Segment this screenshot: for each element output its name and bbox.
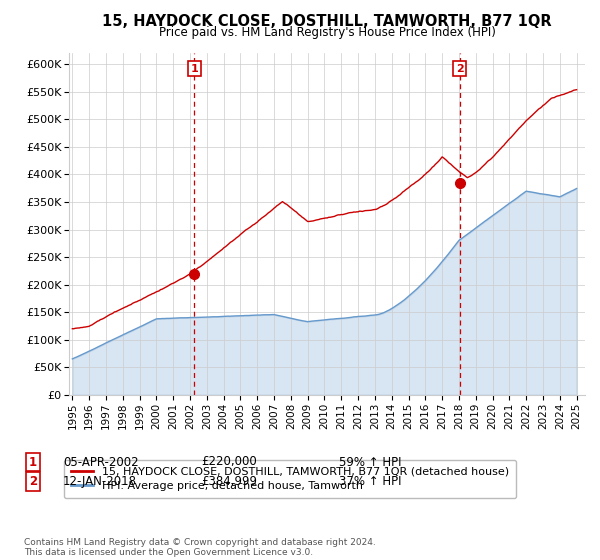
Text: 2: 2 bbox=[29, 475, 37, 488]
Text: 37% ↑ HPI: 37% ↑ HPI bbox=[339, 475, 401, 488]
Text: £384,999: £384,999 bbox=[201, 475, 257, 488]
Text: 15, HAYDOCK CLOSE, DOSTHILL, TAMWORTH, B77 1QR: 15, HAYDOCK CLOSE, DOSTHILL, TAMWORTH, B… bbox=[102, 14, 552, 29]
Text: £220,000: £220,000 bbox=[201, 455, 257, 469]
Text: 1: 1 bbox=[191, 64, 198, 73]
Text: Contains HM Land Registry data © Crown copyright and database right 2024.
This d: Contains HM Land Registry data © Crown c… bbox=[24, 538, 376, 557]
Text: 2: 2 bbox=[456, 64, 463, 73]
Text: 05-APR-2002: 05-APR-2002 bbox=[63, 455, 139, 469]
Text: 59% ↑ HPI: 59% ↑ HPI bbox=[339, 455, 401, 469]
Text: Price paid vs. HM Land Registry's House Price Index (HPI): Price paid vs. HM Land Registry's House … bbox=[158, 26, 496, 39]
Text: 1: 1 bbox=[29, 455, 37, 469]
Legend: 15, HAYDOCK CLOSE, DOSTHILL, TAMWORTH, B77 1QR (detached house), HPI: Average pr: 15, HAYDOCK CLOSE, DOSTHILL, TAMWORTH, B… bbox=[64, 460, 516, 498]
Text: 12-JAN-2018: 12-JAN-2018 bbox=[63, 475, 137, 488]
